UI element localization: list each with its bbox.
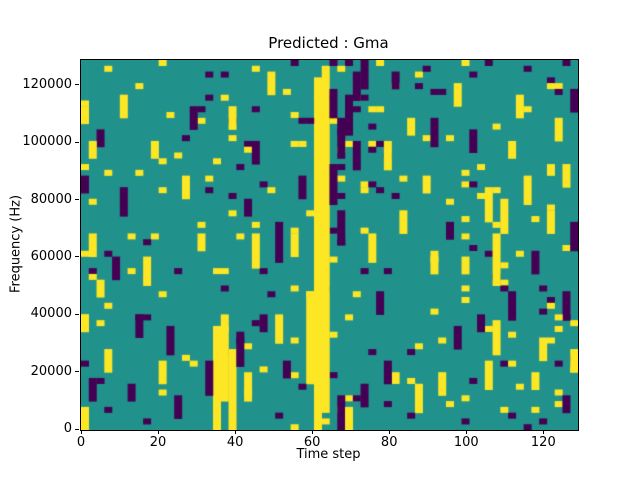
x-tick-mark <box>80 430 82 434</box>
chart-title: Predicted : Gma <box>268 34 389 52</box>
y-tick-label: 40000 <box>30 306 72 322</box>
x-axis-label: Time step <box>296 447 361 462</box>
x-tick-mark <box>542 430 544 434</box>
y-tick-mark <box>75 428 79 430</box>
axes-frame <box>80 59 579 431</box>
y-tick-label: 100000 <box>22 134 72 150</box>
y-tick-label: 80000 <box>30 191 72 207</box>
x-tick-mark <box>388 430 390 434</box>
x-tick-label: 40 <box>226 435 244 450</box>
y-tick-mark <box>75 141 79 143</box>
y-tick-label: 0 <box>63 421 72 436</box>
x-tick-mark <box>465 430 467 434</box>
heatmap-canvas <box>81 60 578 430</box>
x-tick-label: 0 <box>76 435 86 450</box>
y-tick-label: 120000 <box>22 76 72 92</box>
y-tick-label: 20000 <box>30 363 72 379</box>
y-tick-mark <box>75 371 79 373</box>
x-tick-mark <box>157 430 159 434</box>
x-tick-mark <box>234 430 236 434</box>
y-tick-label: 60000 <box>30 248 72 264</box>
y-tick-mark <box>75 256 79 258</box>
x-tick-label: 100 <box>453 435 479 450</box>
x-tick-label: 80 <box>380 435 398 450</box>
x-tick-label: 120 <box>530 435 556 450</box>
x-tick-label: 20 <box>149 435 167 450</box>
y-axis-label: Frequency (Hz) <box>8 194 24 294</box>
x-tick-label: 60 <box>303 435 321 450</box>
x-tick-mark <box>311 430 313 434</box>
y-tick-mark <box>75 84 79 86</box>
y-tick-mark <box>75 313 79 315</box>
y-tick-mark <box>75 199 79 201</box>
